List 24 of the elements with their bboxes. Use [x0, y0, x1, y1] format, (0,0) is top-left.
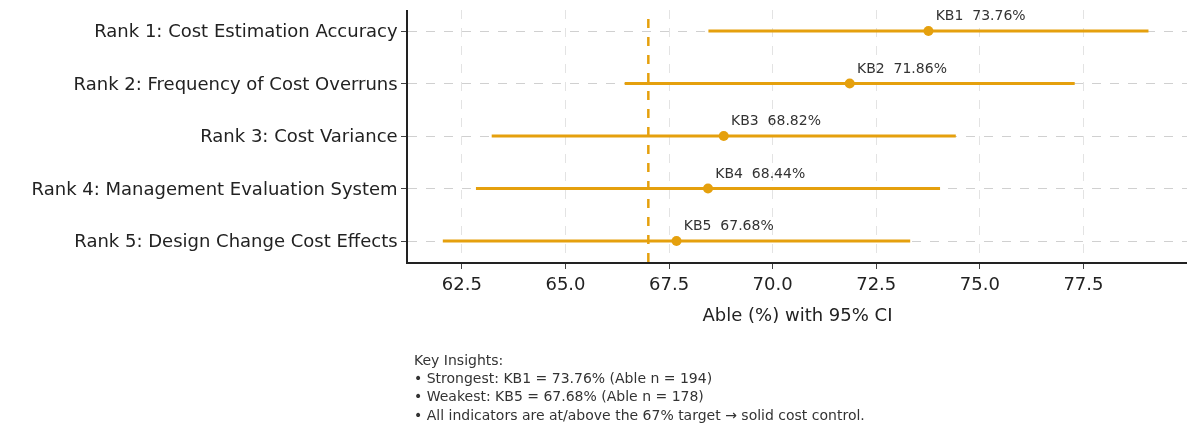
data-label: KB3 68.82% — [730, 112, 821, 129]
y-tick-label: Rank 3: Cost Variance — [200, 125, 398, 147]
text: Key Insights: • Strongest: KB1 = 73.76% (Able n = 194) • Weakest: KB5 = 67.68% (Able n = 178) • All indicators are at/above the 67% target → solid cost control. — [414, 352, 865, 423]
x-tick-label: 70.0 — [752, 273, 793, 295]
data-label: KB5 67.68% — [683, 217, 774, 234]
y-tick-label: Rank 4: Management Evaluation System — [31, 177, 398, 199]
data-label: KB1 73.76% — [935, 7, 1026, 24]
x-tick-label: 67.5 — [649, 273, 690, 295]
x-tick-label: 77.5 — [1063, 273, 1104, 295]
y-tick-label: Rank 2: Frequency of Cost Overruns — [73, 72, 398, 94]
y-tick-label: Rank 1: Cost Estimation Accuracy — [94, 20, 398, 42]
point — [671, 236, 682, 246]
x-axis-title: Able (%) with 95% CI — [702, 303, 893, 325]
x-tick-label: 75.0 — [959, 273, 1000, 295]
point — [703, 183, 713, 194]
y-tick-label: Rank 5: Design Change Cost Effects — [74, 230, 398, 252]
x-tick-label: 62.5 — [441, 273, 482, 295]
data-label: KB4 68.44% — [715, 164, 806, 181]
x-tick-label: 65.0 — [545, 273, 586, 295]
point — [844, 78, 855, 89]
x-tick-label: 72.5 — [856, 273, 897, 295]
point — [923, 26, 934, 36]
data-label: KB2 71.86% — [856, 59, 947, 76]
point — [718, 131, 729, 141]
